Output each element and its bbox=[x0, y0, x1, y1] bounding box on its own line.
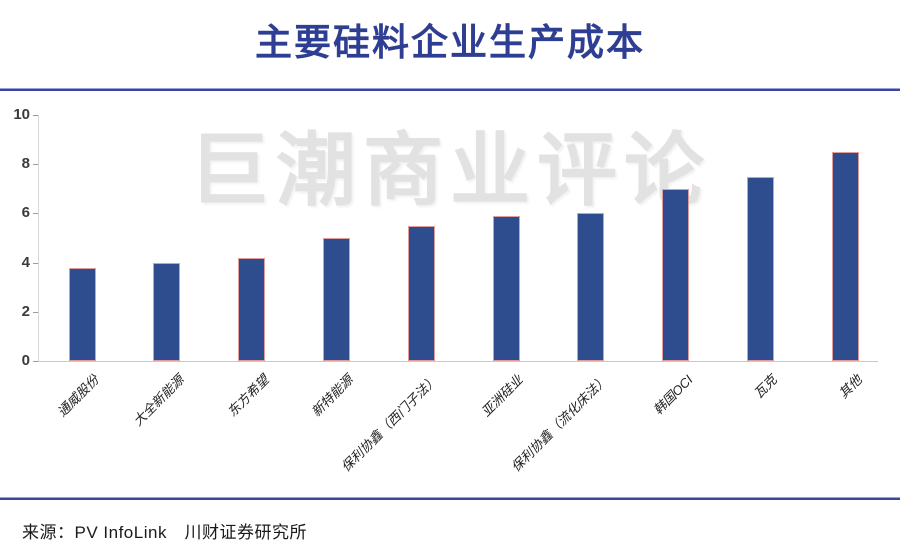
x-axis-category-label: 其他 bbox=[835, 372, 865, 402]
x-axis-line bbox=[38, 361, 878, 362]
x-axis-category-label: 东方希望 bbox=[223, 372, 272, 420]
x-axis-category-label: 亚洲硅业 bbox=[478, 372, 526, 420]
y-tick-mark bbox=[33, 213, 38, 215]
footer-divider bbox=[0, 497, 900, 500]
y-tick-mark bbox=[33, 311, 38, 313]
y-tick-mark bbox=[33, 361, 38, 362]
bar bbox=[238, 257, 266, 361]
bar bbox=[68, 267, 96, 361]
watermark-text: 巨潮商业评论 bbox=[189, 126, 711, 215]
bar bbox=[322, 238, 350, 361]
y-tick-mark bbox=[33, 115, 38, 116]
x-axis-category-label: 韩国OCI bbox=[649, 372, 696, 418]
source-note: 来源：PV InfoLink 川财证券研究所 bbox=[22, 523, 307, 542]
y-tick-label: 2 bbox=[21, 302, 30, 320]
bar bbox=[407, 225, 435, 361]
title-divider bbox=[0, 88, 900, 91]
bar bbox=[492, 215, 520, 361]
bar bbox=[577, 213, 605, 361]
bar bbox=[746, 176, 774, 361]
y-tick-label: 4 bbox=[21, 253, 30, 271]
bar bbox=[153, 262, 181, 361]
x-axis-category-label: 瓦克 bbox=[751, 372, 781, 402]
y-tick-label: 10 bbox=[13, 106, 30, 123]
y-tick-mark bbox=[33, 164, 38, 166]
bar bbox=[831, 151, 859, 361]
bar bbox=[662, 188, 690, 361]
y-tick-label: 0 bbox=[21, 352, 30, 369]
x-axis-category-label: 新特能源 bbox=[308, 372, 357, 420]
y-tick-mark bbox=[33, 262, 38, 264]
x-axis-category-label: 大全新能源 bbox=[129, 372, 187, 429]
y-tick-label: 6 bbox=[21, 204, 30, 222]
y-tick-label: 8 bbox=[21, 155, 30, 173]
y-axis-line bbox=[38, 115, 39, 361]
x-axis-category-label: 通威股份 bbox=[54, 372, 102, 420]
chart-title: 主要硅料企业生产成本 bbox=[255, 22, 645, 63]
